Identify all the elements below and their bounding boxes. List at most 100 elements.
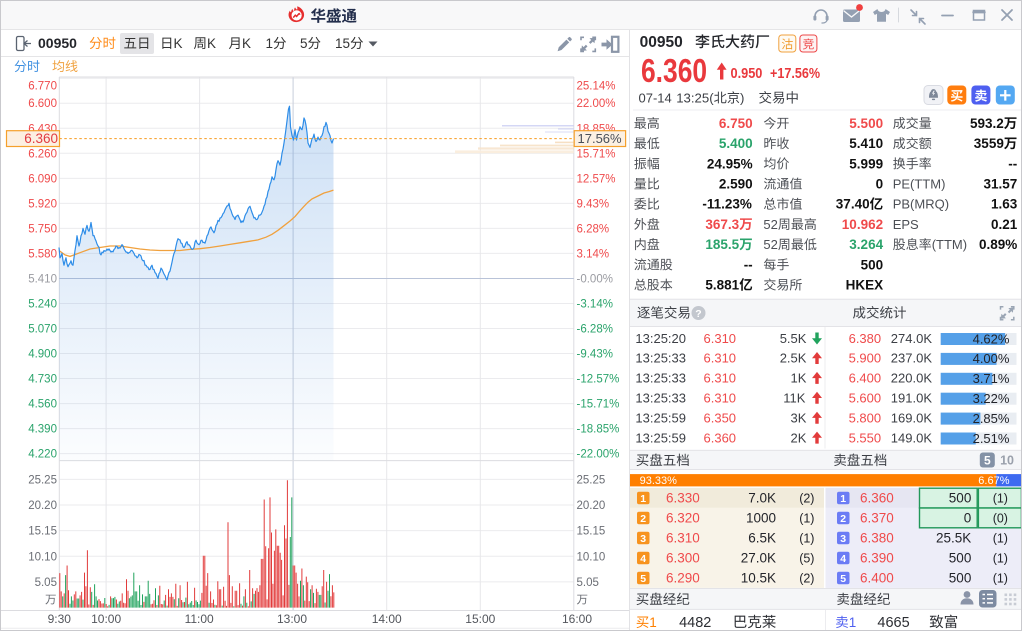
svg-text:13:25:33: 13:25:33 xyxy=(635,391,686,406)
svg-text:27.0K: 27.0K xyxy=(741,551,776,566)
svg-text:2.51%: 2.51% xyxy=(973,431,1010,446)
svg-text:6.400: 6.400 xyxy=(849,371,882,386)
svg-text:6.5K: 6.5K xyxy=(748,531,776,546)
svg-text:6.290: 6.290 xyxy=(666,571,700,586)
svg-text:6.390: 6.390 xyxy=(860,551,894,566)
svg-text:1: 1 xyxy=(849,615,857,630)
svg-text:2: 2 xyxy=(840,513,846,525)
svg-text:6.300: 6.300 xyxy=(666,551,700,566)
svg-text:6.260: 6.260 xyxy=(28,148,57,160)
svg-text:00950: 00950 xyxy=(38,35,77,51)
svg-text:4482: 4482 xyxy=(679,615,711,631)
svg-text:20.20: 20.20 xyxy=(577,500,606,512)
svg-text:3K: 3K xyxy=(791,410,807,425)
svg-text:25.14%: 25.14% xyxy=(577,81,616,93)
svg-text:500: 500 xyxy=(949,571,972,586)
svg-text:2.5K: 2.5K xyxy=(780,351,807,366)
svg-text:2.85%: 2.85% xyxy=(973,411,1010,426)
svg-text:13:25:33: 13:25:33 xyxy=(635,371,686,386)
svg-text:-3.14%: -3.14% xyxy=(577,299,613,311)
svg-text:-18.85%: -18.85% xyxy=(577,424,620,436)
svg-text:6.310: 6.310 xyxy=(704,351,737,366)
svg-text:5.881: 5.881 xyxy=(705,278,739,293)
svg-text:-9.43%: -9.43% xyxy=(577,349,613,361)
svg-text:(1): (1) xyxy=(799,532,814,546)
svg-text:5.550: 5.550 xyxy=(849,430,882,445)
svg-text:6.600: 6.600 xyxy=(28,98,57,110)
svg-text:1: 1 xyxy=(640,493,646,505)
svg-text:7.0K: 7.0K xyxy=(748,491,776,506)
svg-text:3.71%: 3.71% xyxy=(973,371,1010,386)
svg-text:24.95%: 24.95% xyxy=(707,156,753,171)
svg-text:5: 5 xyxy=(640,573,646,585)
svg-text:-22.00%: -22.00% xyxy=(577,449,620,461)
svg-text:6.750: 6.750 xyxy=(719,116,753,131)
svg-text:K: K xyxy=(207,36,216,51)
svg-text:22.00%: 22.00% xyxy=(577,98,616,110)
svg-text:17.56%: 17.56% xyxy=(578,131,623,146)
svg-text:191.0K: 191.0K xyxy=(891,391,933,406)
svg-text:(0): (0) xyxy=(993,512,1008,526)
svg-text:3: 3 xyxy=(640,533,646,545)
svg-text:6.370: 6.370 xyxy=(860,511,894,526)
svg-text:6.310: 6.310 xyxy=(704,391,737,406)
svg-text:10.5K: 10.5K xyxy=(741,571,776,586)
svg-text:93.33%: 93.33% xyxy=(640,475,678,487)
svg-text:6.400: 6.400 xyxy=(860,571,894,586)
svg-text:25.25: 25.25 xyxy=(28,474,57,486)
svg-text:6.090: 6.090 xyxy=(28,173,57,185)
svg-text:6.330: 6.330 xyxy=(666,491,700,506)
svg-text:1.63: 1.63 xyxy=(991,197,1018,212)
svg-text:5: 5 xyxy=(840,573,846,585)
svg-text:+17.56%: +17.56% xyxy=(770,64,820,81)
svg-text:5.580: 5.580 xyxy=(28,248,57,260)
svg-text:6.360: 6.360 xyxy=(704,430,737,445)
svg-text:--: -- xyxy=(1008,156,1017,171)
svg-text:367.3: 367.3 xyxy=(705,217,739,232)
svg-text:5.900: 5.900 xyxy=(849,351,882,366)
svg-text:169.0K: 169.0K xyxy=(891,410,933,425)
svg-text:6.67%: 6.67% xyxy=(978,475,1009,487)
svg-text:9:30: 9:30 xyxy=(48,612,72,626)
svg-text:1000: 1000 xyxy=(746,511,776,526)
svg-text:274.0K: 274.0K xyxy=(891,331,933,346)
svg-text:6.28%: 6.28% xyxy=(577,223,610,235)
svg-text:(TTM): (TTM) xyxy=(932,237,967,252)
svg-text:5.5K: 5.5K xyxy=(780,331,807,346)
svg-text:K: K xyxy=(242,36,251,51)
svg-text:5.05: 5.05 xyxy=(577,577,599,589)
svg-text:5.750: 5.750 xyxy=(28,223,57,235)
svg-text:1K: 1K xyxy=(791,371,807,386)
svg-text:15: 15 xyxy=(335,36,350,51)
svg-text:237.0K: 237.0K xyxy=(891,351,933,366)
svg-text:2K: 2K xyxy=(791,430,807,445)
svg-text:25.5K: 25.5K xyxy=(936,531,971,546)
svg-text:6.350: 6.350 xyxy=(704,410,737,425)
svg-text:0.89%: 0.89% xyxy=(979,237,1017,252)
svg-text:5.600: 5.600 xyxy=(849,391,882,406)
svg-text:-6.28%: -6.28% xyxy=(577,324,613,336)
svg-text:5.400: 5.400 xyxy=(719,136,753,151)
svg-text:(1): (1) xyxy=(993,552,1008,566)
svg-text:6.770: 6.770 xyxy=(28,81,57,93)
svg-text:500: 500 xyxy=(949,551,972,566)
svg-text:K: K xyxy=(174,36,183,51)
svg-text:13:25(: 13:25( xyxy=(676,91,714,106)
svg-text:5: 5 xyxy=(300,36,308,51)
svg-text:593.2: 593.2 xyxy=(970,116,1004,131)
svg-text:20.20: 20.20 xyxy=(28,500,57,512)
svg-text:6.360: 6.360 xyxy=(24,131,58,146)
svg-text:52: 52 xyxy=(763,237,777,252)
svg-text:(1): (1) xyxy=(799,512,814,526)
svg-text:31.57: 31.57 xyxy=(984,177,1018,192)
svg-text:220.0K: 220.0K xyxy=(891,371,933,386)
svg-text:4.220: 4.220 xyxy=(28,449,57,461)
svg-text:6.380: 6.380 xyxy=(860,531,894,546)
svg-text:(1): (1) xyxy=(993,572,1008,586)
svg-text:14:00: 14:00 xyxy=(372,612,402,626)
svg-text:(2): (2) xyxy=(799,492,814,506)
svg-text:(5): (5) xyxy=(799,552,814,566)
svg-text:10: 10 xyxy=(1000,454,1014,468)
svg-text:500: 500 xyxy=(949,491,972,506)
svg-text:4.560: 4.560 xyxy=(28,399,57,411)
